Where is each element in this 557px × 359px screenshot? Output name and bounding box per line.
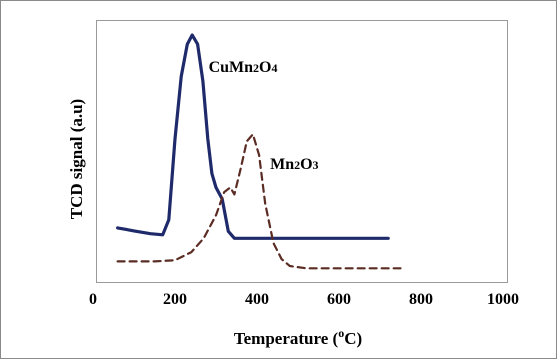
x-tick-label: 600 bbox=[327, 291, 351, 308]
x-tick-label: 400 bbox=[245, 291, 269, 308]
y-axis-title: TCD signal (a.u) bbox=[67, 99, 86, 219]
x-axis-title: Temperature (oC) bbox=[234, 326, 362, 348]
series-line-mn2o3 bbox=[116, 133, 402, 270]
series-label-part: 2 bbox=[294, 158, 300, 172]
x-tick-label: 1000 bbox=[487, 291, 519, 308]
plot-frame bbox=[96, 20, 508, 283]
series-label-part: O bbox=[259, 59, 271, 76]
series-label-mn2o3: Mn2O3 bbox=[270, 156, 318, 173]
series-label-cumn2o4: CuMn2O4 bbox=[209, 59, 278, 76]
series-label-part: 2 bbox=[253, 61, 259, 75]
x-tick-labels: 0 200 400 600 800 1000 bbox=[89, 291, 519, 308]
x-axis-title-degree: o bbox=[338, 326, 344, 340]
x-tick-label: 200 bbox=[163, 291, 187, 308]
x-axis-title-prefix: Temperature ( bbox=[234, 329, 339, 348]
series-label-part: 3 bbox=[313, 158, 319, 172]
x-axis-title-suffix: C) bbox=[344, 329, 362, 348]
series-line-cumn2o4 bbox=[116, 33, 390, 240]
x-tick-label: 800 bbox=[409, 291, 433, 308]
series-label-part: Mn bbox=[270, 156, 294, 173]
series-label-part: CuMn bbox=[209, 59, 254, 76]
series-label-part: 4 bbox=[272, 61, 278, 75]
x-tick-label: 0 bbox=[89, 291, 97, 308]
series-label-part: O bbox=[300, 156, 312, 173]
series-layer bbox=[116, 33, 402, 270]
